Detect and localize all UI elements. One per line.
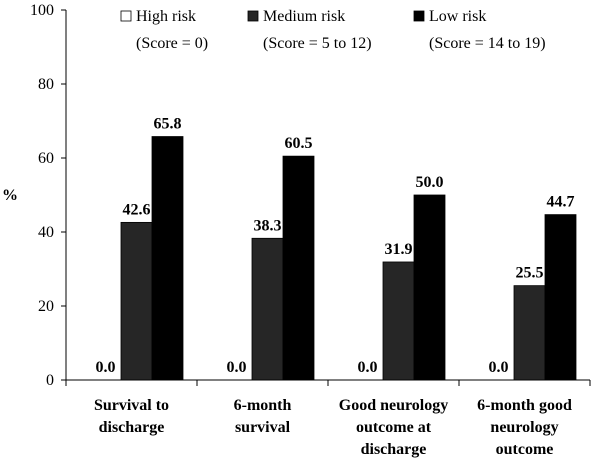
data-label: 0.0 — [358, 359, 378, 376]
data-label: 0.0 — [227, 359, 247, 376]
legend: High risk (Score = 0) Medium risk (Score = … — [120, 8, 546, 52]
y-tick-label: 40 — [38, 224, 54, 241]
bar — [282, 155, 315, 381]
category-label: Good neurology outcome at discharge — [339, 397, 449, 458]
bar — [382, 261, 415, 381]
bar — [413, 194, 446, 381]
data-label: 42.6 — [123, 201, 151, 218]
bars — [120, 136, 577, 381]
legend-label: Medium risk — [263, 8, 345, 25]
y-tick-label: 60 — [38, 150, 54, 167]
bar — [513, 285, 546, 381]
category-label: 6-month survival — [234, 397, 292, 436]
data-labels: 0.0 42.6 65.8 0.0 38.3 60.5 0.0 31.9 50.0 0.0 25.5… — [96, 116, 575, 376]
legend-swatch — [413, 10, 425, 22]
y-tick-label: 80 — [38, 76, 54, 93]
data-label: 38.3 — [254, 217, 282, 234]
legend-swatch — [247, 10, 259, 22]
data-label: 50.0 — [416, 174, 444, 191]
data-label: 25.5 — [516, 265, 544, 282]
category-label: Survival to discharge — [94, 397, 169, 436]
bar — [251, 237, 284, 381]
y-tick-label: 0 — [46, 372, 54, 389]
legend-label: Low risk — [429, 8, 486, 25]
bar — [151, 136, 184, 381]
data-label: 0.0 — [96, 359, 116, 376]
data-label: 0.0 — [489, 359, 509, 376]
category-label: 6-month good neurology outcome — [477, 397, 572, 458]
data-label: 44.7 — [547, 194, 575, 211]
category-labels: Survival to discharge 6-month survival Good … — [94, 397, 572, 458]
legend-subtitle: (Score = 0) — [136, 35, 208, 52]
axes: 0 20 40 60 80 100% — [2, 2, 591, 389]
legend-label: High risk — [136, 8, 196, 25]
bar — [544, 214, 577, 381]
data-label: 60.5 — [285, 135, 313, 152]
legend-subtitle: (Score = 5 to 12) — [263, 35, 372, 52]
data-label: 31.9 — [385, 241, 413, 258]
data-label: 65.8 — [154, 116, 182, 133]
y-tick-label: 100 — [30, 2, 54, 19]
y-axis-label: % — [2, 187, 18, 204]
bar — [120, 221, 153, 381]
legend-subtitle: (Score = 14 to 19) — [429, 35, 546, 52]
legend-swatch — [120, 10, 132, 22]
y-tick-label: 20 — [38, 298, 54, 315]
